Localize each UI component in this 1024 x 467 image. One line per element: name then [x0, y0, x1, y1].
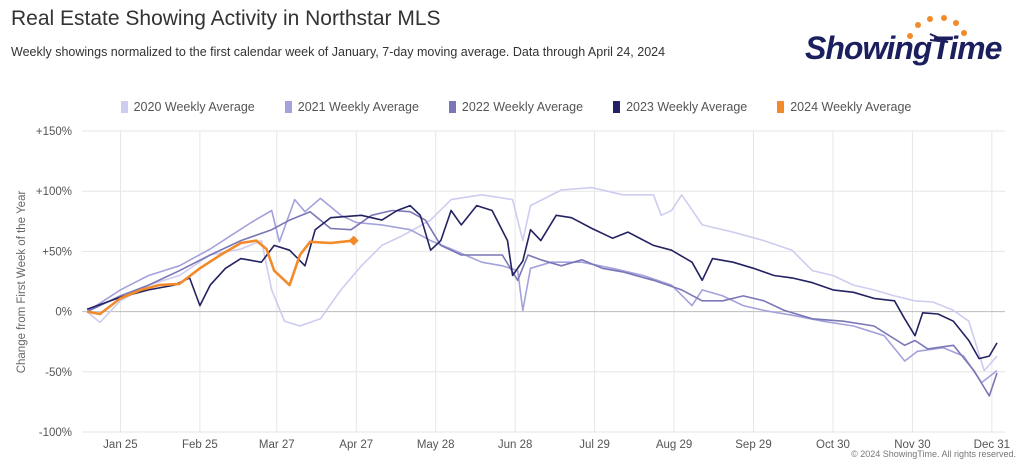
y-axis-label: Change from First Week of the Year — [16, 191, 28, 374]
x-tick-label: Nov 30 — [894, 439, 930, 451]
legend-item-2021[interactable]: 2021 Weekly Average — [284, 100, 419, 114]
x-tick-label: Mar 27 — [259, 439, 295, 451]
legend-swatch — [777, 101, 785, 113]
legend-item-2022[interactable]: 2022 Weekly Average — [448, 100, 584, 114]
series-end-marker — [348, 235, 359, 246]
y-tick-label: 0% — [55, 307, 72, 319]
series-line-2024 — [86, 239, 354, 316]
legend-item-2023[interactable]: 2023 Weekly Average — [613, 100, 747, 114]
logo-sun-icon — [907, 15, 967, 43]
x-tick-label: Jul 29 — [579, 439, 610, 451]
x-tick-label: Dec 31 — [974, 439, 1010, 451]
chart-subtitle: Weekly showings normalized to the first … — [11, 45, 666, 59]
legend-swatch — [613, 101, 621, 113]
legend-item-2024[interactable]: 2024 Weekly Average — [777, 100, 911, 114]
legend-item-2020[interactable]: 2020 Weekly Average — [120, 100, 255, 114]
legend-label: 2024 Weekly Average — [790, 100, 912, 114]
y-tick-label: +100% — [36, 186, 72, 198]
series-line-2023 — [86, 204, 998, 360]
copyright: © 2024 ShowingTime. All rights reserved. — [851, 449, 1016, 459]
showingtime-logo: ShowingTime — [805, 14, 1015, 74]
legend-swatch — [120, 101, 128, 113]
legend-label: 2021 Weekly Average — [297, 100, 419, 114]
x-tick-label: Aug 29 — [656, 439, 692, 451]
y-tick-label: -50% — [45, 367, 72, 379]
x-tick-label: Apr 27 — [339, 439, 373, 451]
legend-label: 2022 Weekly Average — [461, 100, 584, 114]
legend-swatch — [448, 101, 456, 113]
series-line-2021 — [86, 197, 998, 384]
x-tick-label: Jan 25 — [103, 439, 138, 451]
y-tick-label: +150% — [36, 126, 72, 138]
chart-title: Real Estate Showing Activity in Northsta… — [11, 7, 441, 30]
y-tick-label: -100% — [39, 427, 72, 439]
chart-legend: 2020 Weekly Average 2021 Weekly Average 20… — [0, 100, 1024, 114]
legend-label: 2023 Weekly Average — [626, 100, 748, 114]
x-tick-label: Jun 28 — [498, 439, 533, 451]
x-tick-label: May 28 — [417, 439, 455, 451]
legend-swatch — [284, 101, 292, 113]
series-line-2020 — [86, 186, 998, 372]
x-tick-label: Sep 29 — [735, 439, 771, 451]
x-tick-label: Oct 30 — [816, 439, 850, 451]
series-line-2022 — [86, 209, 998, 397]
logo-text: ShowingTime — [805, 30, 1002, 66]
y-tick-label: +50% — [42, 246, 72, 258]
legend-label: 2020 Weekly Average — [133, 100, 255, 114]
x-tick-label: Feb 25 — [182, 439, 218, 451]
